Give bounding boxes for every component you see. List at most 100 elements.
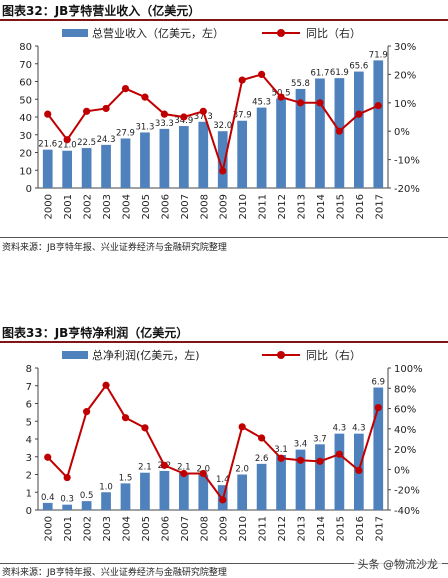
bar-value-label: 71.9 bbox=[369, 50, 388, 60]
growth-point bbox=[238, 76, 246, 84]
bar-value-label: 21.6 bbox=[38, 140, 57, 150]
growth-point bbox=[258, 70, 266, 78]
bar-value-label: 6.9 bbox=[372, 378, 386, 388]
x-tick-label: 2002 bbox=[83, 194, 94, 219]
source-rule bbox=[0, 563, 448, 564]
right-tick-label: 100% bbox=[394, 364, 423, 375]
x-tick-label: 2013 bbox=[297, 516, 308, 541]
bar-value-label: 61.9 bbox=[330, 68, 349, 78]
bar-value-label: 1.4 bbox=[216, 475, 230, 485]
bar-value-label: 3.1 bbox=[274, 445, 288, 455]
x-tick-label: 2006 bbox=[160, 516, 171, 541]
bar bbox=[101, 144, 111, 188]
bar-value-label: 27.9 bbox=[116, 128, 135, 138]
right-tick-label: 20% bbox=[394, 70, 416, 81]
x-tick-label: 2003 bbox=[102, 516, 113, 541]
bar bbox=[42, 502, 53, 510]
net-profit-chart: 总净利润(亿美元，左) 同比（右） 0 1 2 3 4 5 6 7 8 -40% -20% 0% 20% 40… bbox=[26, 348, 423, 541]
growth-point bbox=[102, 104, 110, 113]
growth-point bbox=[258, 434, 266, 442]
growth-point bbox=[277, 93, 285, 101]
legend-marker bbox=[277, 351, 285, 359]
bar bbox=[256, 107, 267, 188]
bar bbox=[198, 121, 209, 188]
bar bbox=[295, 88, 306, 188]
growth-point bbox=[335, 450, 343, 458]
bar-value-label: 0.4 bbox=[41, 493, 55, 503]
bar-value-label: 31.3 bbox=[135, 122, 154, 132]
growth-point bbox=[180, 469, 188, 478]
left-tick-label: 5 bbox=[26, 417, 32, 428]
bar bbox=[81, 148, 92, 188]
bar bbox=[276, 454, 286, 510]
left-tick-label: 4 bbox=[26, 435, 32, 446]
x-tick-label: 2007 bbox=[180, 516, 191, 541]
x-tick-label: 2012 bbox=[277, 516, 288, 541]
legend-bar-swatch bbox=[62, 351, 88, 359]
bar bbox=[237, 474, 248, 510]
right-tick-label: 10% bbox=[394, 99, 416, 110]
growth-point bbox=[277, 454, 285, 462]
growth-point bbox=[238, 423, 246, 431]
left-tick-label: 10 bbox=[19, 166, 32, 177]
legend-label: 同比（右） bbox=[306, 26, 361, 40]
left-tick-label: 0 bbox=[26, 184, 32, 195]
bar bbox=[62, 150, 73, 188]
growth-point bbox=[180, 113, 188, 121]
bar-value-label: 22.5 bbox=[77, 138, 96, 148]
growth-point bbox=[63, 136, 71, 144]
growth-point bbox=[141, 93, 149, 101]
legend-label: 总净利润(亿美元，左) bbox=[92, 348, 200, 362]
left-tick-label: 6 bbox=[26, 400, 32, 411]
legend-label: 同比（右） bbox=[306, 348, 361, 362]
x-tick-label: 2010 bbox=[238, 516, 249, 541]
x-tick-label: 2000 bbox=[44, 516, 55, 541]
source-note: 资料来源：JB亨特年报、兴业证券经济与金融研究院整理 bbox=[2, 243, 227, 253]
x-tick-label: 2006 bbox=[160, 194, 171, 219]
left-tick-label: 2 bbox=[26, 471, 32, 482]
bar-value-label: 2.6 bbox=[255, 454, 269, 464]
x-tick-label: 2009 bbox=[219, 516, 230, 541]
left-tick-label: 60 bbox=[19, 78, 32, 89]
growth-point bbox=[219, 496, 227, 504]
left-tick-label: 80 bbox=[19, 42, 32, 53]
x-tick-label: 2001 bbox=[63, 516, 74, 541]
x-tick-label: 2005 bbox=[141, 516, 152, 541]
x-tick-label: 2012 bbox=[277, 194, 288, 219]
growth-point bbox=[316, 99, 324, 107]
right-tick-label: -20% bbox=[394, 184, 420, 195]
bar bbox=[101, 492, 111, 510]
right-tick-label: -40% bbox=[394, 506, 420, 517]
left-tick-label: 70 bbox=[19, 60, 32, 71]
growth-point bbox=[160, 110, 168, 118]
x-tick-label: 2008 bbox=[199, 194, 210, 219]
x-tick-label: 2017 bbox=[374, 194, 385, 219]
bar bbox=[42, 149, 53, 188]
x-tick-label: 2005 bbox=[141, 194, 152, 219]
x-tick-label: 2004 bbox=[122, 194, 133, 219]
x-tick-label: 2017 bbox=[374, 516, 385, 541]
right-tick-label: 0% bbox=[394, 465, 410, 476]
left-tick-label: 1 bbox=[26, 488, 32, 499]
bar-value-label: 33.3 bbox=[155, 119, 174, 129]
bar bbox=[178, 472, 189, 510]
x-tick-label: 2003 bbox=[102, 194, 113, 219]
figure-revenue: 图表32：JB亨特营业收入（亿美元） 总营业收入（亿美元，左） 同比（右） 0 10 2… bbox=[0, 0, 448, 260]
growth-point bbox=[335, 127, 343, 135]
growth-point bbox=[296, 99, 305, 107]
right-tick-label: -10% bbox=[394, 156, 420, 167]
bar bbox=[334, 433, 345, 510]
growth-point bbox=[296, 456, 305, 464]
x-tick-label: 2015 bbox=[335, 516, 346, 541]
x-tick-label: 2011 bbox=[258, 194, 269, 219]
x-tick-label: 2011 bbox=[258, 516, 269, 541]
left-tick-label: 7 bbox=[26, 382, 32, 393]
bar bbox=[81, 501, 92, 510]
x-tick-label: 2014 bbox=[316, 516, 327, 541]
right-tick-label: 60% bbox=[394, 405, 416, 416]
bar-value-label: 45.3 bbox=[252, 98, 271, 108]
growth-point bbox=[63, 473, 71, 482]
right-tick-label: 40% bbox=[394, 425, 416, 436]
bar-value-label: 0.5 bbox=[80, 491, 94, 501]
bar-value-label: 21.0 bbox=[58, 141, 77, 151]
